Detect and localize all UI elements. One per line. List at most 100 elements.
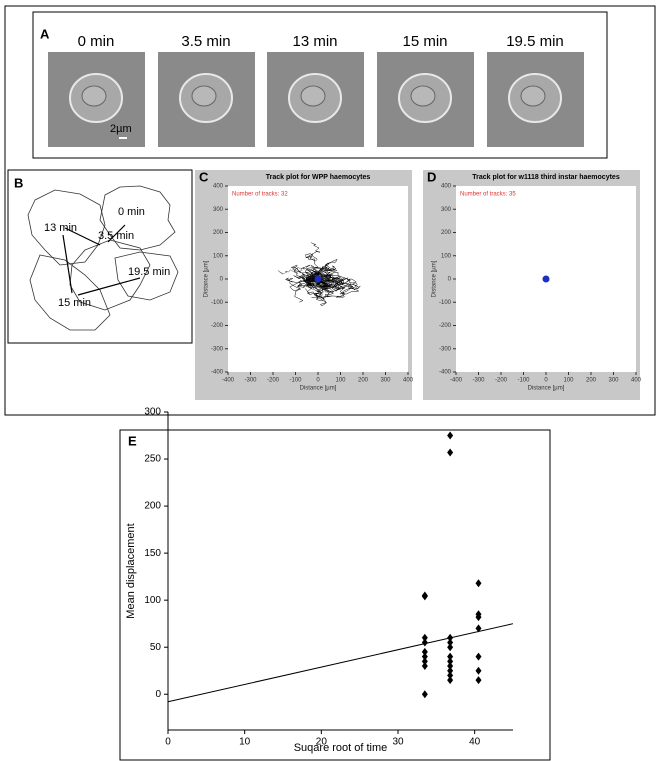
point [447, 643, 454, 652]
y-tick-label: 400 [441, 184, 452, 190]
x-tick-label: 100 [335, 378, 346, 384]
y-tick-label: -400 [211, 370, 224, 376]
point [447, 676, 454, 685]
point [447, 666, 454, 675]
annotation: Number of tracks: 32 [232, 192, 288, 198]
point [447, 652, 454, 661]
track [317, 274, 361, 295]
y-axis-label: Distance [µm] [204, 260, 210, 297]
y-tick-label: 50 [150, 642, 162, 653]
track [301, 264, 325, 288]
x-tick-label: -300 [472, 378, 485, 384]
x-tick-label: 100 [563, 378, 574, 384]
point [475, 666, 482, 675]
panel-e-frame [119, 429, 551, 761]
x-tick-label: -200 [495, 378, 508, 384]
x-axis-label: Distance [µm] [528, 386, 565, 392]
point [475, 624, 482, 633]
track-center [542, 275, 550, 283]
x-tick-label: 40 [469, 737, 481, 748]
track [305, 268, 324, 280]
y-tick-label: 100 [213, 253, 224, 259]
point [447, 662, 454, 671]
outer-frame [4, 5, 656, 416]
point [421, 592, 428, 601]
point [421, 690, 428, 699]
panel-letter: A [40, 26, 50, 41]
y-tick-label: 0 [155, 689, 161, 700]
y-tick-label: -400 [439, 370, 452, 376]
y-tick-label: 250 [144, 454, 161, 465]
cell-nucleus [410, 85, 436, 107]
point [421, 662, 428, 671]
y-tick-label: 100 [441, 253, 452, 259]
point [447, 657, 454, 666]
track [308, 277, 332, 292]
point [421, 633, 428, 642]
panel-a-frame [32, 11, 608, 159]
x-tick-label: 200 [586, 378, 597, 384]
point [447, 671, 454, 680]
time-label: 3.5 min [98, 230, 134, 242]
point [475, 579, 482, 588]
scale-bar-label: 2µm [110, 123, 132, 135]
x-tick-label: 0 [316, 378, 320, 384]
y-tick-label: -100 [211, 300, 224, 306]
panel-letter: E [128, 433, 137, 448]
point [447, 638, 454, 647]
x-tick-label: 300 [608, 378, 619, 384]
point [475, 613, 482, 622]
y-tick-label: 200 [144, 501, 161, 512]
x-axis-label: Distance [µm] [300, 386, 337, 392]
point [421, 638, 428, 647]
y-tick-label: 300 [213, 207, 224, 213]
panel-b-frame [7, 169, 193, 344]
x-tick-label: -300 [244, 378, 257, 384]
y-tick-label: -100 [439, 300, 452, 306]
track-center [314, 275, 322, 283]
cell-nucleus [81, 85, 107, 107]
cell-nucleus [300, 85, 326, 107]
plot-title: Track plot for w1118 third instar haemoc… [472, 174, 620, 181]
x-tick-label: 20 [316, 737, 328, 748]
point [421, 657, 428, 666]
time-label: 3.5 min [181, 33, 230, 50]
time-label: 13 min [44, 222, 77, 234]
x-tick-label: -400 [222, 378, 235, 384]
time-label: 0 min [78, 33, 115, 50]
track [284, 276, 319, 292]
time-label: 15 min [58, 297, 91, 309]
track [317, 275, 340, 287]
time-label: 13 min [292, 33, 337, 50]
cell-nucleus [520, 85, 546, 107]
y-tick-label: 300 [441, 207, 452, 213]
y-tick-label: 200 [213, 230, 224, 236]
x-tick-label: -400 [450, 378, 463, 384]
cell-outlines [27, 185, 179, 331]
x-tick-label: 30 [392, 737, 404, 748]
point [447, 448, 454, 457]
point [447, 633, 454, 642]
trendline [167, 623, 514, 703]
point [475, 676, 482, 685]
x-tick-label: 10 [239, 737, 251, 748]
panel-letter: C [199, 169, 209, 184]
time-label: 19.5 min [506, 33, 564, 50]
x-tick-label: 0 [165, 737, 171, 748]
annotation: Number of tracks: 35 [460, 192, 516, 198]
x-tick-label: 0 [544, 378, 548, 384]
x-tick-label: -100 [517, 378, 530, 384]
plot-title: Track plot for WPP haemocytes [266, 174, 371, 181]
y-tick-label: 400 [213, 184, 224, 190]
x-tick-label: 300 [380, 378, 391, 384]
y-tick-label: 150 [144, 548, 161, 559]
panel-letter: B [14, 175, 23, 190]
y-tick-label: -300 [439, 346, 452, 352]
time-label: 15 min [402, 33, 447, 50]
y-tick-label: -200 [439, 323, 452, 329]
x-tick-label: 200 [358, 378, 369, 384]
point [421, 652, 428, 661]
x-tick-label: 400 [631, 378, 642, 384]
y-tick-label: 0 [220, 277, 224, 283]
